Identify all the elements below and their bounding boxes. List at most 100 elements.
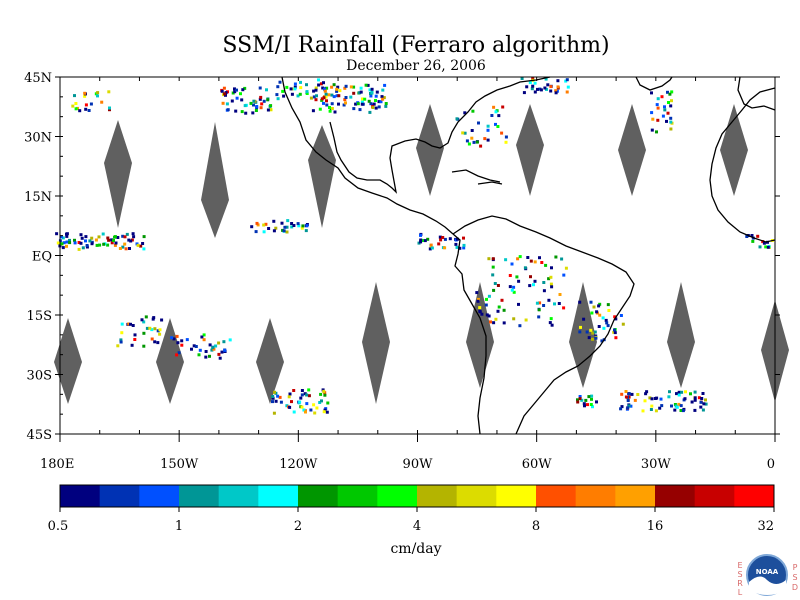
colorbar-swatch [139, 485, 179, 507]
rain-cell [591, 332, 594, 335]
rain-cell [352, 107, 355, 110]
rain-cell [317, 78, 320, 81]
rain-cell [276, 395, 279, 398]
rain-cell [226, 102, 229, 105]
rain-cell [702, 409, 705, 412]
rain-cell [454, 243, 457, 246]
rain-cell [764, 245, 767, 248]
rain-cell [462, 237, 465, 240]
rain-cell [518, 324, 521, 327]
rain-cell [498, 306, 501, 309]
rain-cell [496, 125, 499, 128]
rain-cell [262, 224, 265, 227]
rain-cell [550, 285, 553, 288]
rain-cell [537, 315, 540, 318]
rain-cell [160, 319, 163, 322]
rain-cell [525, 319, 528, 322]
rain-cell [444, 238, 447, 241]
rain-cell [199, 349, 202, 352]
rain-cell [204, 356, 207, 359]
rain-cell [317, 84, 320, 87]
rain-cell [512, 317, 515, 320]
rain-cell [299, 86, 302, 89]
colorbar-swatch [695, 485, 735, 507]
rain-cell [124, 235, 127, 238]
rain-cell [523, 91, 526, 94]
rain-cell [529, 81, 532, 84]
rain-cell [529, 275, 532, 278]
rain-cell [419, 240, 422, 243]
rain-cell [503, 309, 506, 312]
rain-cell [107, 90, 110, 93]
colorbar-swatch [655, 485, 695, 507]
rain-cell [299, 397, 302, 400]
rain-cell [663, 105, 666, 108]
rain-cell [255, 105, 258, 108]
rain-cell [530, 260, 533, 263]
rain-cell [667, 395, 670, 398]
rain-cell [645, 390, 648, 393]
rain-cell [231, 100, 234, 103]
rain-cell [145, 315, 148, 318]
rain-cell [449, 237, 452, 240]
rain-cell [291, 93, 294, 96]
lon-label: 90W [403, 457, 434, 472]
rain-cell [153, 327, 156, 330]
rain-cell [255, 109, 258, 112]
lat-label: 30S [27, 369, 52, 384]
rain-cell [584, 399, 587, 402]
rain-cell [661, 95, 664, 98]
rain-cell [532, 283, 535, 286]
rain-cell [158, 333, 161, 336]
map-title: SSM/I Rainfall (Ferraro algorithm) [222, 33, 609, 58]
rain-cell [263, 100, 266, 103]
rain-cell [86, 244, 89, 247]
rain-cell [337, 94, 340, 97]
rain-cell [593, 306, 596, 309]
rain-cell [321, 97, 324, 100]
rain-cell [492, 257, 495, 260]
rain-cell [549, 276, 552, 279]
rain-cell [222, 102, 225, 105]
rain-cell [656, 119, 659, 122]
colorbar-tick-label: 0.5 [48, 519, 69, 534]
rain-cell [667, 112, 670, 115]
rain-cell [288, 395, 291, 398]
rain-cell [694, 399, 697, 402]
rain-cell [607, 324, 610, 327]
rain-cell [756, 235, 759, 238]
rain-cell [660, 404, 663, 407]
rain-cell [61, 242, 64, 245]
rain-cell [463, 244, 466, 247]
rain-cell [536, 302, 539, 305]
rain-cell [614, 336, 617, 339]
rain-cell [470, 137, 473, 140]
rain-cell [534, 260, 537, 263]
rain-cell [669, 128, 672, 131]
rain-cell [488, 295, 491, 298]
rain-cell [352, 92, 355, 95]
rain-cell [315, 94, 318, 97]
rain-cell [534, 91, 537, 94]
rain-cell [256, 222, 259, 225]
rain-cell [625, 396, 628, 399]
rain-cell [73, 94, 76, 97]
rain-cell [309, 409, 312, 412]
rain-cell [556, 79, 559, 82]
rain-cell [702, 392, 705, 395]
rain-cell [132, 235, 135, 238]
rain-cell [375, 107, 378, 110]
rain-cell [78, 109, 81, 112]
rain-cell [534, 280, 537, 283]
rain-cell [259, 87, 262, 90]
rain-cell [589, 329, 592, 332]
rain-cell [293, 411, 296, 414]
rain-cell [312, 109, 315, 112]
rain-cell [381, 98, 384, 101]
rain-cell [668, 93, 671, 96]
rain-cell [176, 341, 179, 344]
rain-cell [650, 91, 653, 94]
rain-cell [294, 87, 297, 90]
rain-cell [289, 393, 292, 396]
rain-cell [299, 81, 302, 84]
